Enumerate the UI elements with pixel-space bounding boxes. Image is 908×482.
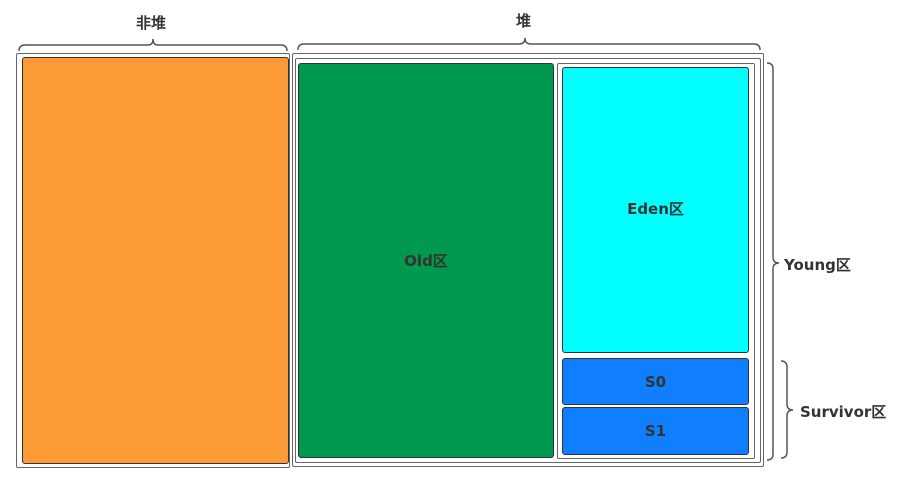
- heap-brace: [297, 37, 761, 51]
- s1-label: S1: [644, 422, 667, 440]
- s0-label: S0: [644, 372, 667, 391]
- young-brace: [766, 62, 780, 461]
- non-heap-label: 非堆: [136, 14, 167, 32]
- non-heap-brace: [18, 38, 288, 52]
- old-label: Old区: [404, 252, 448, 270]
- eden-label: Eden区: [627, 199, 684, 218]
- old-block: Old区: [298, 63, 554, 458]
- eden-block: Eden区: [562, 67, 749, 353]
- non-heap-block: [22, 57, 289, 464]
- heap-label: 堆: [516, 12, 532, 30]
- survivor-brace: [780, 360, 794, 459]
- survivor-label: Survivor区: [800, 403, 887, 421]
- s0-block: S0: [562, 358, 749, 405]
- s1-block: S1: [562, 407, 749, 455]
- young-label: Young区: [784, 256, 851, 274]
